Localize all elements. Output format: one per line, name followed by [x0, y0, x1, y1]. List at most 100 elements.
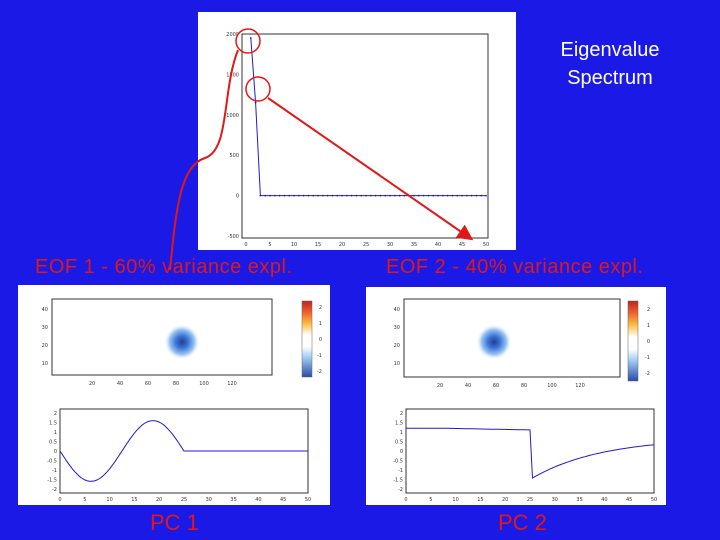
pc1-series-line [59, 420, 308, 482]
eof1-map-x-tick-label: 120 [227, 381, 237, 387]
spectrum-point [288, 194, 291, 197]
spectrum-point [374, 194, 377, 197]
eof1-colorbar-tick-label: 2 [319, 305, 322, 311]
spectrum-x-ticks: 0 5 10 15 20 25 30 35 40 45 50 [244, 242, 489, 248]
spectrum-y-tick-label: -500 [228, 234, 239, 240]
eof1-map-x-tick-label: 40 [117, 381, 123, 387]
pc2-x-tick-label: 25 [527, 497, 533, 503]
spectrum-point [307, 194, 310, 197]
spectrum-x-tick-label: 15 [315, 242, 321, 248]
pc2-x-ticks: 0 5 10 15 20 25 30 35 40 45 50 [404, 497, 657, 503]
eof1-map-y-tick-label: 30 [42, 325, 48, 331]
spectrum-x-tick-label: 0 [244, 242, 247, 248]
pc2-series-line [406, 427, 655, 479]
pc1-y-tick-label: -1 [52, 468, 57, 474]
spectrum-point [441, 194, 444, 197]
spectrum-point [331, 194, 334, 197]
pc1-y-tick-label: -1.5 [47, 478, 57, 484]
pc2-y-tick-label: -0.5 [393, 459, 403, 465]
pc2-x-tick-label: 35 [576, 497, 582, 503]
spectrum-y-tick-label: 2000 [226, 32, 239, 38]
eof2-colorbar-tick-label: -2 [645, 371, 650, 377]
spectrum-point [259, 194, 262, 197]
pc2-x-tick-label: 5 [429, 497, 432, 503]
pc2-label: PC 2 [498, 510, 547, 535]
eof1-colorbar-ticks: 2 1 0 -1 -2 [317, 305, 322, 375]
pc1-y-tick-label: -2 [52, 487, 57, 493]
eof2-label: EOF 2 - 40% variance expl. [386, 256, 644, 278]
spectrum-point [321, 194, 324, 197]
eigenvalue-spectrum-panel: 2000 1500 1000 500 0 -500 0 5 10 15 20 25 30 35 40 45 5… [198, 12, 516, 250]
pc1-y-tick-label: -0.5 [47, 459, 57, 465]
spectrum-y-tick-label: 500 [229, 153, 239, 159]
eof2-map-x-tick-label: 120 [575, 383, 585, 389]
eof2-map-x-tick-label: 60 [493, 383, 499, 389]
spectrum-point [408, 194, 411, 197]
eof2-colorbar [627, 300, 639, 382]
spectrum-point [417, 194, 420, 197]
eof1-colorbar-tick-label: 0 [319, 337, 322, 343]
spectrum-x-tick-label: 25 [363, 242, 369, 248]
pc2-y-tick-label: -1.5 [393, 478, 403, 484]
spectrum-point [317, 194, 319, 197]
spectrum-point [369, 194, 372, 197]
spectrum-point [379, 194, 382, 197]
spectrum-point [360, 194, 363, 197]
eof2-map-x-tick-label: 80 [521, 383, 527, 389]
spectrum-point [475, 194, 478, 197]
eof2-map-y-tick-label: 10 [394, 361, 400, 367]
pc1-x-tick-label: 45 [280, 497, 286, 503]
spectrum-point [470, 194, 473, 197]
spectrum-point [403, 194, 406, 197]
spectrum-point [384, 194, 387, 197]
pc2-x-tick-label: 45 [626, 497, 632, 503]
pc1-x-tick-label: 30 [206, 497, 212, 503]
spectrum-y-ticks: 2000 1500 1000 500 0 -500 [226, 32, 239, 240]
spectrum-point [465, 194, 468, 197]
spectrum-point [422, 194, 425, 197]
eof1-map-x-tick-label: 20 [89, 381, 95, 387]
eof2-figure: 40 30 20 10 20 40 60 80 100 120 2 1 0 -1 -2 2 1.5 1 0.5… [366, 287, 666, 505]
spectrum-point [283, 194, 286, 197]
pc1-label: PC 1 [150, 510, 199, 535]
eof2-map-x-ticks: 20 40 60 80 100 120 [437, 383, 585, 389]
eof1-map-y-ticks: 40 30 20 10 [42, 307, 48, 367]
pc2-y-tick-label: -2 [398, 487, 403, 493]
spectrum-point [312, 194, 315, 197]
eof1-map-y-tick-label: 20 [42, 343, 48, 349]
eof1-colorbar-tick-label: -2 [317, 369, 322, 375]
eof1-colorbar-tick-label: 1 [319, 321, 322, 327]
eof1-map-x-tick-label: 100 [199, 381, 209, 387]
spectrum-title-line1: Eigenvalue [560, 39, 660, 61]
pc1-x-tick-label: 10 [106, 497, 112, 503]
pc1-y-ticks: 2 1.5 1 0.5 0 -0.5 -1 -1.5 -2 [47, 411, 57, 493]
pc2-y-ticks: 2 1.5 1 0.5 0 -0.5 -1 -1.5 -2 [393, 411, 403, 493]
spectrum-point [451, 194, 454, 197]
eof1-colorbar-tick-label: -1 [317, 353, 322, 359]
spectrum-point [264, 194, 267, 197]
pc2-axes-box [405, 408, 655, 494]
spectrum-y-tick-label: 0 [236, 194, 239, 200]
spectrum-x-tick-label: 30 [387, 242, 393, 248]
eof2-map-x-tick-label: 20 [437, 383, 443, 389]
spectrum-x-tick-label: 50 [483, 242, 489, 248]
spectrum-y-tick-label: 1500 [226, 72, 239, 78]
spectrum-y-tick-label: 1000 [226, 113, 239, 119]
spectrum-x-tick-label: 35 [411, 242, 417, 248]
pc1-y-tick-label: 1.5 [49, 421, 57, 427]
spectrum-point [302, 194, 305, 197]
spectrum-title-line2: Spectrum [567, 67, 653, 89]
pc1-y-tick-label: 2 [54, 411, 57, 417]
spectrum-x-tick-label: 40 [435, 242, 441, 248]
spectrum-point [345, 194, 348, 197]
spectrum-point [269, 194, 271, 197]
eof2-map-y-tick-label: 30 [394, 325, 400, 331]
spectrum-point [326, 194, 329, 197]
spectrum-point [437, 194, 439, 197]
spectrum-point [398, 194, 401, 197]
eof2-map-y-ticks: 40 30 20 10 [394, 307, 400, 367]
pc1-x-ticks: 0 5 10 15 20 25 30 35 40 45 50 [58, 497, 311, 503]
pc2-x-tick-label: 20 [502, 497, 508, 503]
